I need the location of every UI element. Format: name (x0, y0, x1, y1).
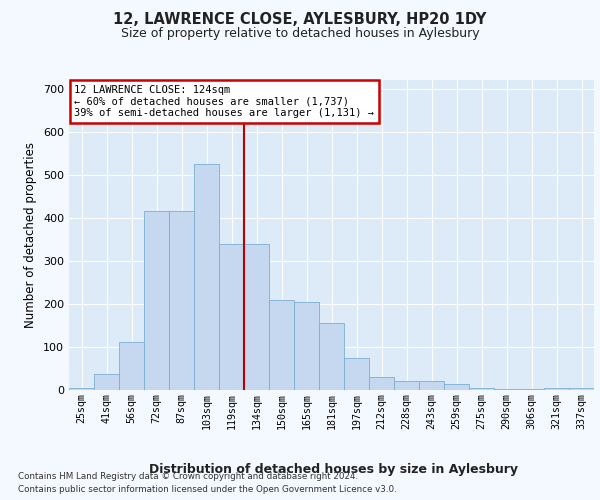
Bar (144, 212, 169, 390)
Text: 12 LAWRENCE CLOSE: 124sqm
← 60% of detached houses are smaller (1,737)
39% of se: 12 LAWRENCE CLOSE: 124sqm ← 60% of detac… (74, 84, 374, 118)
Bar (94, 374, 119, 390)
Bar (469, 388, 494, 390)
Text: Contains HM Land Registry data © Crown copyright and database right 2024.: Contains HM Land Registry data © Crown c… (18, 472, 358, 481)
Bar (369, 377, 394, 390)
Bar (344, 358, 369, 390)
Bar (544, 388, 569, 390)
Bar (394, 380, 419, 390)
Bar (419, 382, 444, 390)
Bar (269, 300, 294, 390)
Bar (569, 388, 594, 390)
Y-axis label: Number of detached properties: Number of detached properties (25, 142, 37, 328)
Bar (244, 244, 269, 390)
Bar (494, 388, 519, 390)
Text: Contains public sector information licensed under the Open Government Licence v3: Contains public sector information licen… (18, 485, 397, 494)
Bar (169, 212, 194, 390)
Bar (294, 302, 319, 390)
Text: Distribution of detached houses by size in Aylesbury: Distribution of detached houses by size … (149, 462, 517, 475)
Text: Size of property relative to detached houses in Aylesbury: Size of property relative to detached ho… (121, 28, 479, 40)
Bar (519, 388, 544, 390)
Bar (194, 164, 219, 390)
Bar (319, 324, 344, 390)
Bar (119, 342, 144, 390)
Bar (219, 244, 244, 390)
Bar (444, 384, 469, 390)
Bar (69, 388, 94, 390)
Text: 12, LAWRENCE CLOSE, AYLESBURY, HP20 1DY: 12, LAWRENCE CLOSE, AYLESBURY, HP20 1DY (113, 12, 487, 28)
